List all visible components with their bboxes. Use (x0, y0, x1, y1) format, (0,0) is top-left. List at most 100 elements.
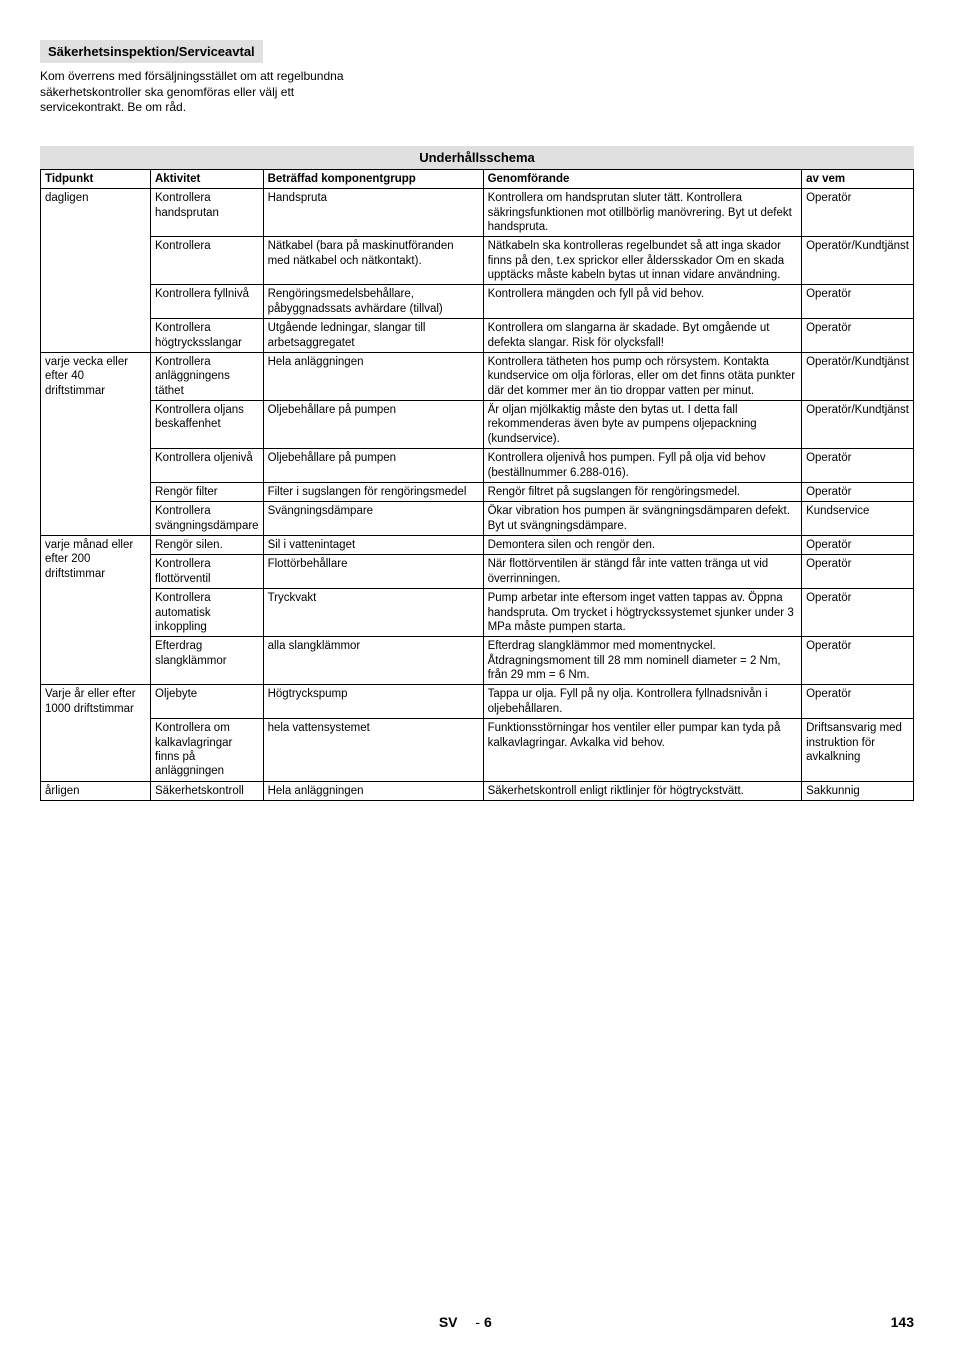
cell-activity: Kontrollera (151, 237, 264, 285)
cell-who: Sakkunnig (802, 781, 914, 800)
cell-component: Hela anläggningen (263, 781, 483, 800)
cell-procedure: Efterdrag slangklämmor med momentnyckel.… (483, 637, 802, 685)
table-row: årligenSäkerhetskontrollHela anläggninge… (41, 781, 914, 800)
cell-who: Operatör (802, 449, 914, 483)
cell-component: Utgående ledningar, slangar till arbetsa… (263, 319, 483, 353)
cell-procedure: Kontrollera tätheten hos pump och rörsys… (483, 352, 802, 400)
cell-activity: Kontrollera om kalkavlagringar finns på … (151, 719, 264, 782)
cell-procedure: Nätkabeln ska kontrolleras regelbundet s… (483, 237, 802, 285)
cell-who: Operatör (802, 319, 914, 353)
header-activity: Aktivitet (151, 169, 264, 188)
cell-activity: Kontrollera fyllnivå (151, 285, 264, 319)
cell-who: Operatör (802, 536, 914, 555)
cell-time: Varje år eller efter 1000 driftstimmar (41, 685, 151, 781)
cell-procedure: Säkerhetskontroll enligt riktlinjer för … (483, 781, 802, 800)
cell-component: Svängningsdämpare (263, 502, 483, 536)
cell-procedure: Pump arbetar inte eftersom inget vatten … (483, 589, 802, 637)
footer-dash: - (475, 1314, 480, 1330)
cell-component: Filter i sugslangen för rengöringsmedel (263, 482, 483, 501)
cell-who: Driftsansvarig med instruktion för avkal… (802, 719, 914, 782)
cell-activity: Kontrollera flottörventil (151, 555, 264, 589)
table-row: KontrolleraNätkabel (bara på maskinutför… (41, 237, 914, 285)
table-row: Rengör filterFilter i sugslangen för ren… (41, 482, 914, 501)
cell-time: årligen (41, 781, 151, 800)
cell-procedure: Demontera silen och rengör den. (483, 536, 802, 555)
table-row: Kontrollera om kalkavlagringar finns på … (41, 719, 914, 782)
cell-time: varje månad eller efter 200 driftstimmar (41, 536, 151, 685)
cell-activity: Kontrollera svängningsdämpare (151, 502, 264, 536)
cell-who: Operatör (802, 589, 914, 637)
cell-activity: Kontrollera handsprutan (151, 189, 264, 237)
cell-component: Högtryckspump (263, 685, 483, 719)
footer-lang: SV (439, 1314, 458, 1330)
cell-who: Operatör (802, 685, 914, 719)
cell-component: Rengöringsmedelsbehållare, påbyggnadssat… (263, 285, 483, 319)
table-row: varje vecka eller efter 40 driftstimmarK… (41, 352, 914, 400)
cell-component: Oljebehållare på pumpen (263, 449, 483, 483)
cell-who: Operatör (802, 555, 914, 589)
table-body: dagligenKontrollera handsprutanHandsprut… (41, 189, 914, 801)
footer-page-global: 143 (891, 1314, 914, 1330)
cell-component: hela vattensystemet (263, 719, 483, 782)
cell-procedure: Tappa ur olja. Fyll på ny olja. Kontroll… (483, 685, 802, 719)
table-title: Underhållsschema (40, 146, 914, 169)
cell-component: Handspruta (263, 189, 483, 237)
cell-time: dagligen (41, 189, 151, 353)
cell-activity: Kontrollera oljans beskaffenhet (151, 401, 264, 449)
table-row: Kontrollera fyllnivåRengöringsmedelsbehå… (41, 285, 914, 319)
cell-who: Operatör (802, 482, 914, 501)
header-component: Beträffad komponentgrupp (263, 169, 483, 188)
cell-component: Nätkabel (bara på maskinutföranden med n… (263, 237, 483, 285)
cell-component: Oljebehållare på pumpen (263, 401, 483, 449)
table-row: varje månad eller efter 200 driftstimmar… (41, 536, 914, 555)
cell-who: Operatör/Kundtjänst (802, 352, 914, 400)
table-row: dagligenKontrollera handsprutanHandsprut… (41, 189, 914, 237)
header-procedure: Genomförande (483, 169, 802, 188)
table-row: Kontrollera oljenivåOljebehållare på pum… (41, 449, 914, 483)
table-row: Kontrollera automatisk inkopplingTryckva… (41, 589, 914, 637)
maintenance-table: Tidpunkt Aktivitet Beträffad komponentgr… (40, 169, 914, 801)
cell-activity: Rengör silen. (151, 536, 264, 555)
cell-who: Operatör (802, 189, 914, 237)
cell-component: Tryckvakt (263, 589, 483, 637)
cell-component: Sil i vattenintaget (263, 536, 483, 555)
footer-page-local: 6 (484, 1314, 492, 1330)
cell-activity: Efterdrag slangklämmor (151, 637, 264, 685)
cell-procedure: Kontrollera oljenivå hos pumpen. Fyll på… (483, 449, 802, 483)
header-who: av vem (802, 169, 914, 188)
cell-time: varje vecka eller efter 40 driftstimmar (41, 352, 151, 535)
cell-activity: Kontrollera oljenivå (151, 449, 264, 483)
cell-component: Hela anläggningen (263, 352, 483, 400)
table-row: Kontrollera flottörventilFlottörbehållar… (41, 555, 914, 589)
cell-who: Operatör/Kundtjänst (802, 401, 914, 449)
cell-procedure: Rengör filtret på sugslangen för rengöri… (483, 482, 802, 501)
cell-procedure: Är oljan mjölkaktig måste den bytas ut. … (483, 401, 802, 449)
footer-center: SV - 6 (40, 1314, 891, 1330)
table-header-row: Tidpunkt Aktivitet Beträffad komponentgr… (41, 169, 914, 188)
cell-procedure: Kontrollera om slangarna är skadade. Byt… (483, 319, 802, 353)
cell-procedure: Kontrollera mängden och fyll på vid beho… (483, 285, 802, 319)
table-row: Efterdrag slangklämmoralla slangklämmorE… (41, 637, 914, 685)
cell-procedure: Funktionsstörningar hos ventiler eller p… (483, 719, 802, 782)
cell-procedure: När flottörventilen är stängd får inte v… (483, 555, 802, 589)
cell-component: Flottörbehållare (263, 555, 483, 589)
page-footer: SV - 6 143 (40, 1314, 914, 1330)
cell-who: Operatör (802, 637, 914, 685)
section-header: Säkerhetsinspektion/Serviceavtal (40, 40, 263, 63)
cell-activity: Säkerhetskontroll (151, 781, 264, 800)
cell-procedure: Ökar vibration hos pumpen är svängningsd… (483, 502, 802, 536)
cell-component: alla slangklämmor (263, 637, 483, 685)
cell-activity: Kontrollera anläggningens täthet (151, 352, 264, 400)
table-row: Kontrollera oljans beskaffenhetOljebehål… (41, 401, 914, 449)
table-row: Kontrollera högtrycksslangarUtgående led… (41, 319, 914, 353)
header-time: Tidpunkt (41, 169, 151, 188)
intro-text: Kom överrens med försäljningsstället om … (40, 69, 370, 116)
cell-activity: Kontrollera automatisk inkoppling (151, 589, 264, 637)
cell-who: Kundservice (802, 502, 914, 536)
cell-activity: Oljebyte (151, 685, 264, 719)
table-row: Kontrollera svängningsdämpareSvängningsd… (41, 502, 914, 536)
cell-activity: Kontrollera högtrycksslangar (151, 319, 264, 353)
cell-activity: Rengör filter (151, 482, 264, 501)
cell-who: Operatör (802, 285, 914, 319)
cell-who: Operatör/Kundtjänst (802, 237, 914, 285)
